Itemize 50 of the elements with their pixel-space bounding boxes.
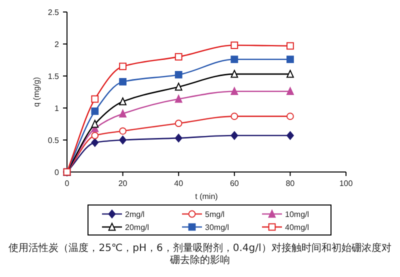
x-axis-title: t (min)	[195, 192, 218, 201]
point	[286, 70, 294, 78]
point	[230, 131, 238, 140]
point	[230, 42, 238, 49]
point	[119, 78, 126, 86]
point	[230, 112, 238, 120]
point	[174, 53, 182, 60]
y-axis-title: q (mg/g)	[32, 76, 41, 107]
point	[286, 87, 294, 96]
point	[91, 138, 99, 147]
point	[119, 62, 126, 70]
x-tick-label: 20	[118, 179, 128, 188]
y-tick-label: 2	[54, 40, 60, 49]
legend-label: 10mg/l	[285, 210, 310, 219]
point	[230, 56, 238, 64]
legend-label: 5mg/l	[205, 210, 225, 219]
point	[91, 95, 99, 103]
x-tick-label: 100	[339, 179, 354, 188]
point	[174, 82, 182, 91]
point	[286, 56, 294, 64]
legend-label: 2mg/l	[125, 210, 145, 219]
legend-label: 20mg/l	[125, 223, 150, 232]
y-tick-label: 0.5	[48, 136, 60, 145]
point	[286, 42, 294, 50]
point	[119, 127, 126, 135]
point	[119, 97, 126, 106]
x-tick-label: 80	[286, 179, 296, 188]
point	[286, 131, 294, 140]
x-tick-label: 60	[230, 179, 240, 188]
x-tick-label: 0	[64, 179, 70, 188]
y-tick-label: 0	[54, 168, 60, 177]
x-tick-label: 40	[174, 179, 184, 188]
point	[91, 132, 99, 140]
point	[119, 136, 126, 144]
y-tick-label: 2.5	[48, 8, 60, 17]
point	[174, 94, 182, 103]
point	[174, 134, 182, 142]
point	[91, 108, 99, 115]
point	[230, 70, 238, 78]
point	[91, 120, 99, 128]
y-tick-label: 1.5	[48, 72, 60, 81]
text: 使用活性炭（温度，25℃，pH，6，剂量吸附剂，0.4g/l）对接触时间和初始硼浓度对硼去除的影响	[8, 243, 392, 267]
point	[174, 71, 182, 78]
y-tick-label: 1	[54, 104, 60, 113]
point	[286, 112, 294, 120]
legend-label: 30mg/l	[205, 223, 230, 232]
point	[230, 87, 238, 96]
point	[119, 110, 126, 118]
point	[174, 120, 182, 128]
legend-label: 40mg/l	[285, 223, 310, 232]
